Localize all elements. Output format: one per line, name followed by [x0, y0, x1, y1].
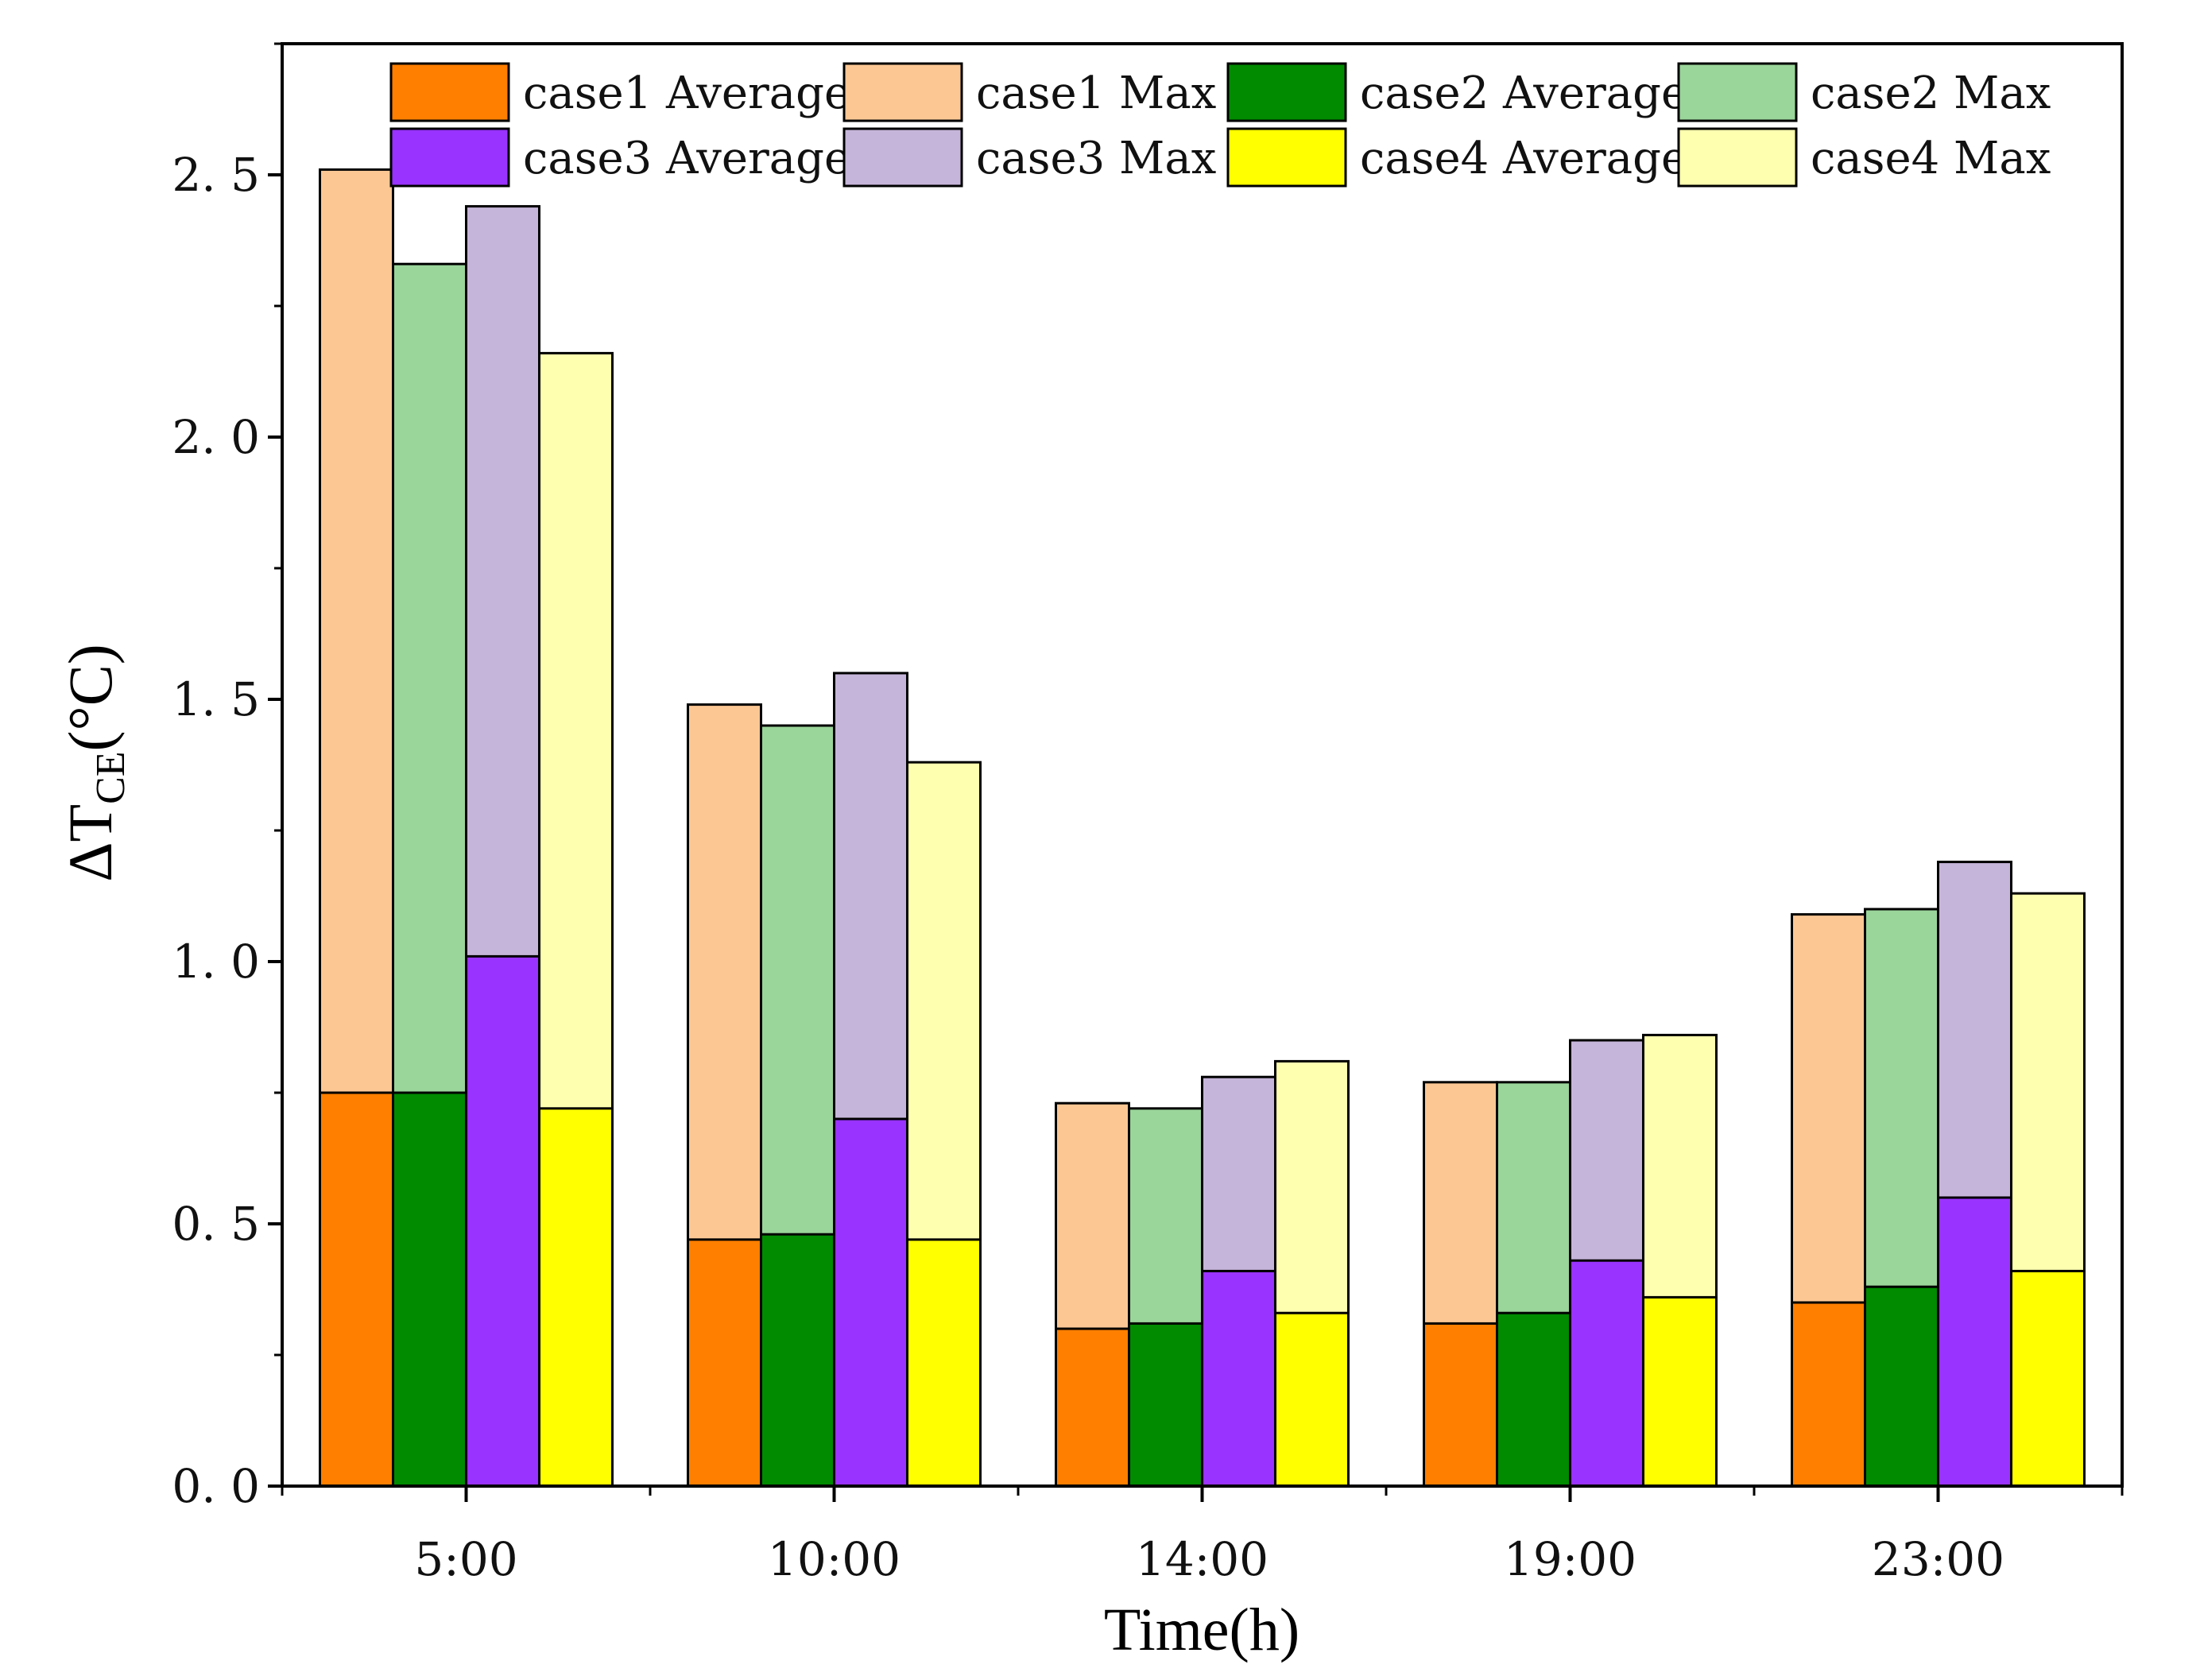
svg-text:ΔTCE(°C): ΔTCE(°C) — [56, 644, 134, 881]
x-tick-label: 10:00 — [768, 1532, 901, 1586]
bar-case4-average-2300 — [2010, 1269, 2086, 1488]
legend-label: case3 Average — [523, 133, 850, 184]
bar-case4-average-1000 — [906, 1238, 982, 1488]
x-axis-title: Time(h) — [1104, 1597, 1299, 1663]
legend-swatch — [1677, 127, 1798, 188]
bar-case2-average-1900 — [1496, 1311, 1571, 1488]
bar-case1-average-1000 — [687, 1238, 762, 1488]
legend-label: case2 Average — [1360, 68, 1687, 119]
y-tick-label: 1. 5 — [172, 672, 260, 726]
y-tick-label: 0. 0 — [172, 1459, 260, 1513]
legend-swatch — [1677, 62, 1798, 122]
bar-case3-average-500 — [465, 954, 540, 1488]
y-axis-title-main: ΔT — [56, 804, 125, 882]
bar-case2-average-500 — [392, 1091, 467, 1488]
bars-layer — [319, 168, 2086, 1488]
y-axis-title-subscript: CE — [88, 751, 134, 803]
y-tick-label: 0. 5 — [172, 1197, 260, 1251]
legend-label: case4 Max — [1811, 133, 2051, 184]
legend-swatch — [389, 62, 510, 122]
bar-case3-average-1000 — [833, 1117, 908, 1488]
legend-swatch — [842, 127, 963, 188]
y-tick-label: 2. 5 — [172, 148, 260, 202]
legend-swatch — [1226, 127, 1347, 188]
bar-case4-average-1900 — [1642, 1295, 1718, 1488]
legend-label: case3 Max — [976, 133, 1216, 184]
bar-case3-average-2300 — [1937, 1196, 2012, 1488]
y-tick-label: 2. 0 — [172, 410, 260, 464]
legend-label: case4 Average — [1360, 133, 1687, 184]
x-tick-label: 23:00 — [1872, 1532, 2004, 1586]
bar-case3-average-1900 — [1569, 1259, 1644, 1488]
legend-label: case1 Average — [523, 68, 850, 119]
bar-case1-average-1900 — [1423, 1322, 1498, 1488]
bar-case4-average-1400 — [1274, 1311, 1350, 1488]
y-tick-label: 1. 0 — [172, 935, 260, 989]
x-tick-label: 19:00 — [1504, 1532, 1636, 1586]
bar-case1-average-500 — [319, 1091, 394, 1488]
bar-case2-average-2300 — [1864, 1285, 1939, 1488]
bar-case4-average-500 — [538, 1107, 614, 1488]
y-axis-title: ΔTCE(°C) — [56, 644, 134, 881]
bar-case2-average-1400 — [1128, 1322, 1203, 1488]
legend-swatch — [842, 62, 963, 122]
legend: case1 Average case1 Max case2 Average case2… — [389, 62, 2051, 188]
bar-case1-average-2300 — [1791, 1301, 1866, 1488]
axes-layer: 0. 0 0. 5 1. 0 1. 5 2. 0 2. 5 5:00 10:00 14:00 19… — [172, 42, 2124, 1586]
bar-case2-average-1000 — [760, 1233, 835, 1488]
legend-label: case2 Max — [1811, 68, 2051, 119]
bar-case1-average-1400 — [1055, 1327, 1130, 1488]
legend-label: case1 Max — [976, 68, 1216, 119]
legend-swatch — [389, 127, 510, 188]
y-axis-title-unit: (°C) — [56, 644, 125, 751]
axis-titles: Time(h) ΔTCE(°C) — [56, 644, 1299, 1663]
legend-swatch — [1226, 62, 1347, 122]
x-tick-label: 14:00 — [1136, 1532, 1268, 1586]
x-tick-label: 5:00 — [414, 1532, 517, 1586]
bar-case3-average-1400 — [1201, 1269, 1276, 1488]
